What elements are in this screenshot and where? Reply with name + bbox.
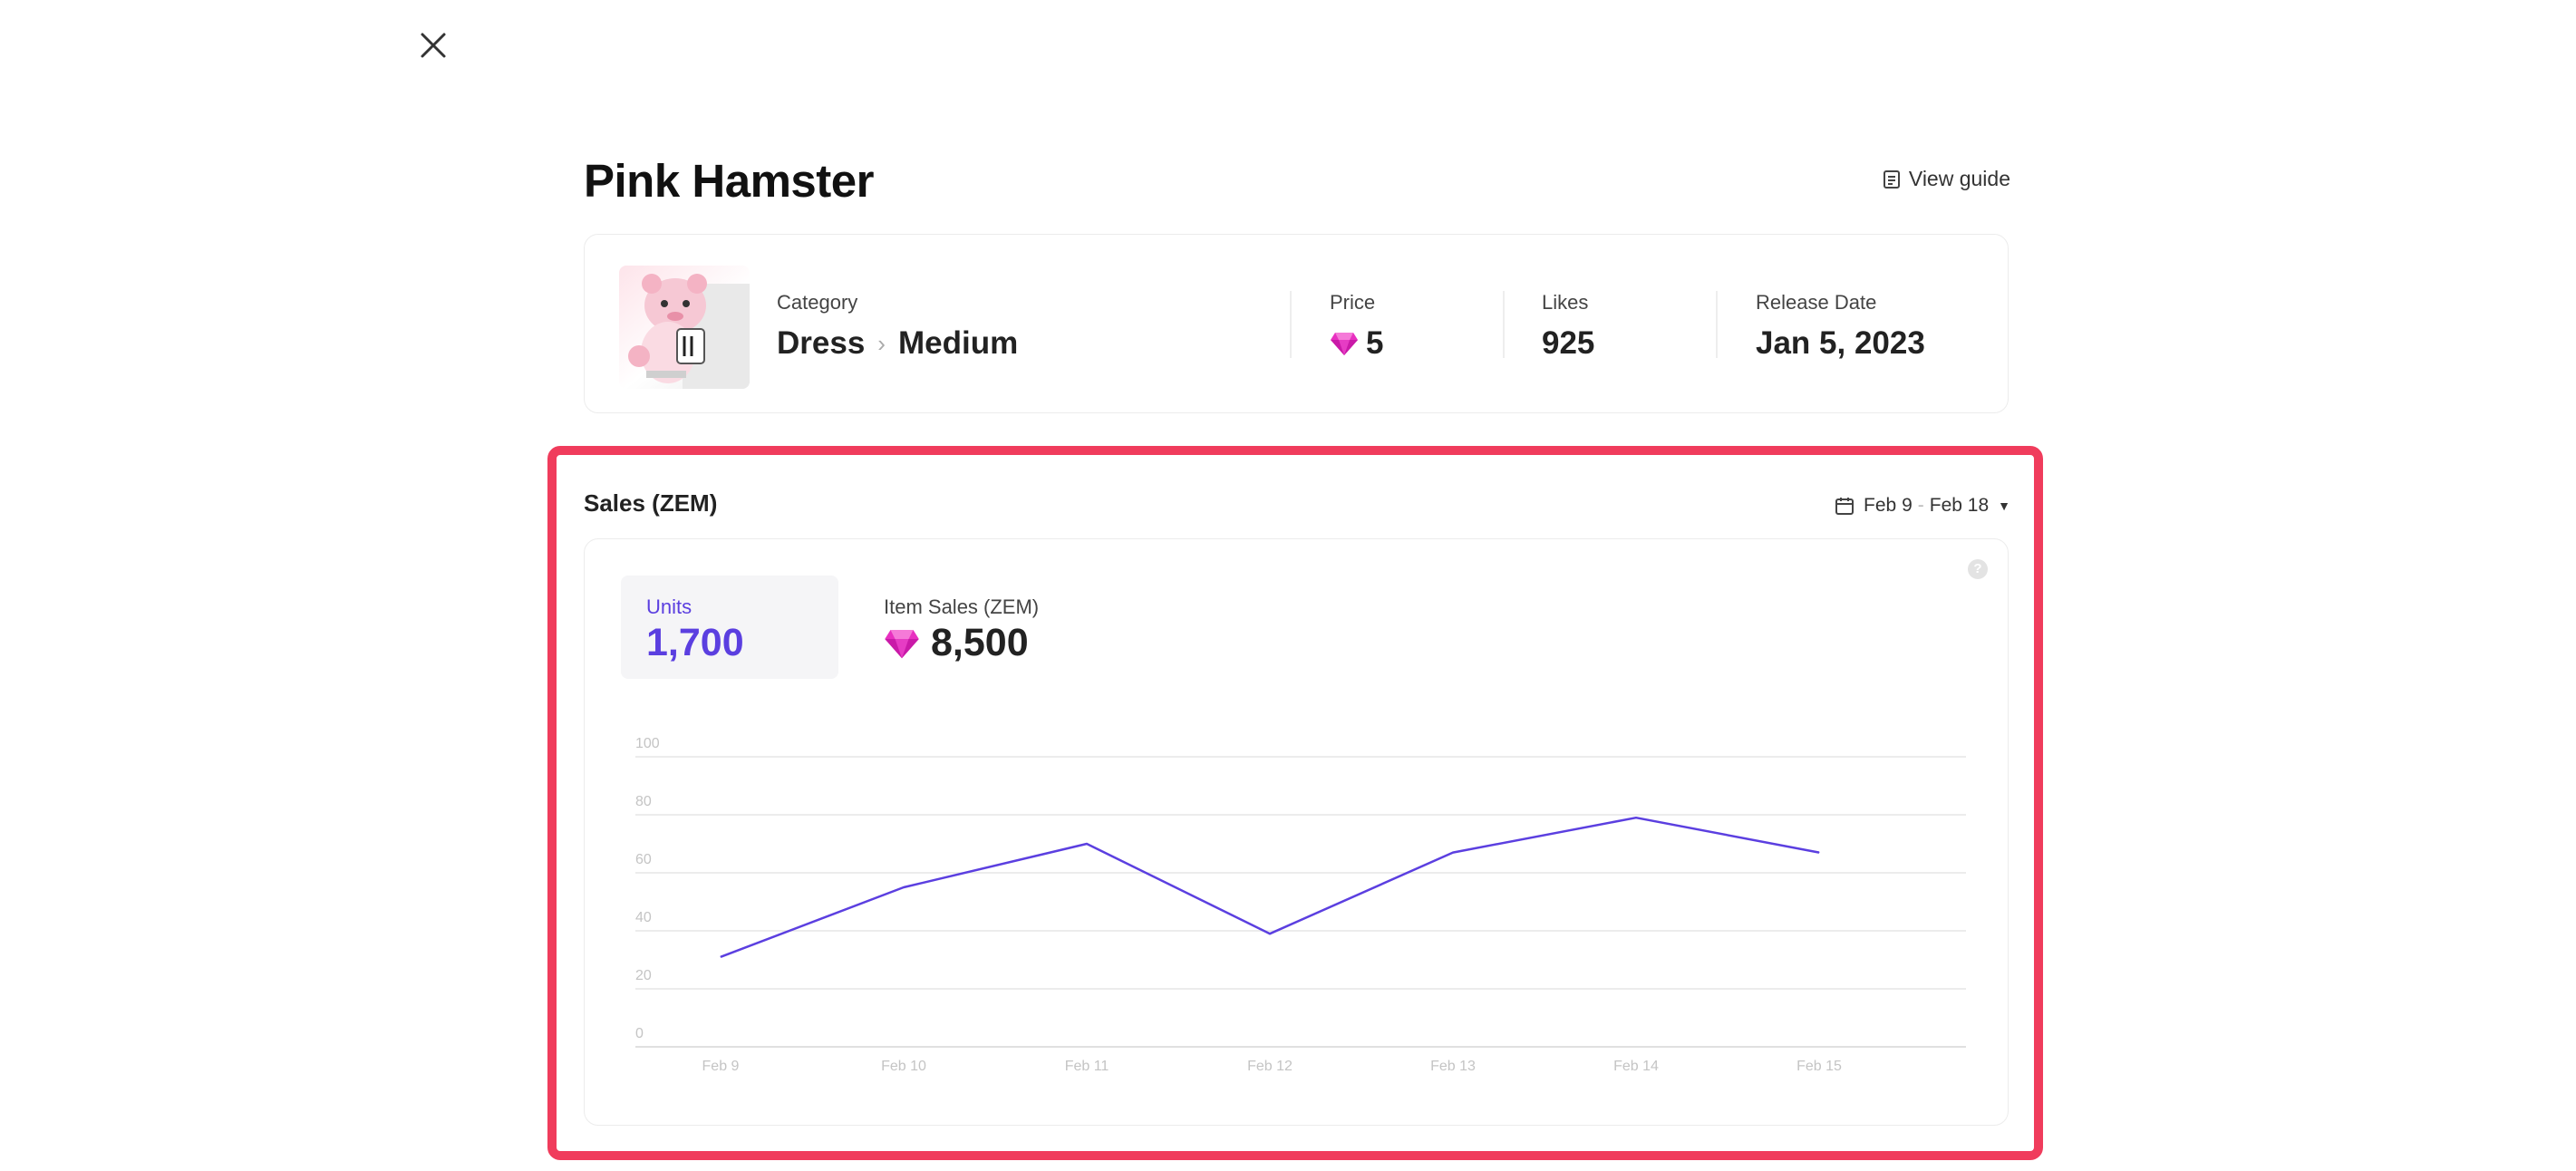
item-sales-tab[interactable]: Item Sales (ZEM) 8,500 xyxy=(884,576,1119,679)
item-info-card: Category Dress › Medium Price 5 Likes 92… xyxy=(584,234,2009,413)
price-label: Price xyxy=(1330,291,1376,314)
item-sales-value: 8,500 xyxy=(931,621,1029,664)
series-line xyxy=(720,816,1820,958)
close-icon xyxy=(421,33,446,58)
data-point xyxy=(903,886,905,888)
x-tick-label: Feb 14 xyxy=(1613,1059,1659,1074)
y-tick-label: 80 xyxy=(635,794,652,809)
x-tick-label: Feb 12 xyxy=(1247,1059,1293,1074)
likes-block: Likes 925 xyxy=(1542,291,1594,362)
units-label: Units xyxy=(646,595,692,618)
price-block: Price 5 xyxy=(1330,291,1383,362)
gem-icon xyxy=(1331,333,1358,355)
y-tick-label: 100 xyxy=(635,736,660,751)
caret-down-icon: ▼ xyxy=(1998,498,2010,513)
divider xyxy=(1503,291,1505,358)
sales-title: Sales (ZEM) xyxy=(584,489,718,517)
gem-icon xyxy=(885,629,919,658)
calendar-icon xyxy=(1835,498,1855,515)
date-end: Feb 18 xyxy=(1929,495,1990,516)
data-point xyxy=(1818,852,1820,854)
highlight-frame xyxy=(547,446,2043,1160)
item-sales-label: Item Sales (ZEM) xyxy=(884,595,1040,618)
page-title: Pink Hamster xyxy=(584,155,874,207)
data-point xyxy=(1452,852,1454,854)
sales-chart-card: 0 20 40 60 80 100 Feb 9 Feb 10 Feb 11 Feb 12 Feb 1… xyxy=(584,538,2009,1126)
y-tick-label: 40 xyxy=(635,910,652,925)
category-label: Category xyxy=(777,291,858,314)
price-value: 5 xyxy=(1366,325,1384,361)
release-label: Release Date xyxy=(1756,291,1877,314)
date-separator: - xyxy=(1917,495,1924,516)
chevron-right-icon: › xyxy=(877,329,886,357)
item-thumbnail xyxy=(619,266,750,389)
category-value: Dress xyxy=(777,325,866,361)
view-guide-link[interactable]: View guide xyxy=(1882,167,2010,191)
data-point xyxy=(1086,843,1088,845)
date-start: Feb 9 xyxy=(1864,495,1913,516)
close-button[interactable] xyxy=(415,27,451,63)
divider xyxy=(1716,291,1718,358)
view-guide-label: View guide xyxy=(1908,167,2010,190)
subcategory-value: Medium xyxy=(897,325,1019,361)
help-icon[interactable]: ? xyxy=(1968,559,1988,579)
likes-label: Likes xyxy=(1542,291,1589,314)
likes-value: 925 xyxy=(1542,325,1595,361)
x-tick-label: Feb 9 xyxy=(702,1059,740,1074)
x-tick-label: Feb 10 xyxy=(881,1059,926,1074)
y-tick-label: 60 xyxy=(635,852,652,867)
release-value: Jan 5, 2023 xyxy=(1756,325,1925,361)
x-tick-label: Feb 15 xyxy=(1796,1059,1842,1074)
sales-line-chart: 0 20 40 60 80 100 Feb 9 Feb 10 Feb 11 Feb 12 Feb 1… xyxy=(635,736,1966,1074)
x-tick-label: Feb 11 xyxy=(1065,1059,1109,1074)
units-tab[interactable]: Units 1,700 xyxy=(621,576,838,679)
category-block: Category Dress › Medium xyxy=(777,291,1018,362)
y-tick-label: 20 xyxy=(635,968,652,983)
date-range-picker[interactable]: Feb 9 - Feb 18 ▼ xyxy=(1835,495,2010,517)
y-tick-label: 0 xyxy=(635,1026,644,1041)
x-tick-label: Feb 13 xyxy=(1430,1059,1476,1074)
units-value: 1,700 xyxy=(646,621,744,664)
release-block: Release Date Jan 5, 2023 xyxy=(1756,291,1925,362)
document-icon xyxy=(1883,169,1900,189)
divider xyxy=(1290,291,1292,358)
